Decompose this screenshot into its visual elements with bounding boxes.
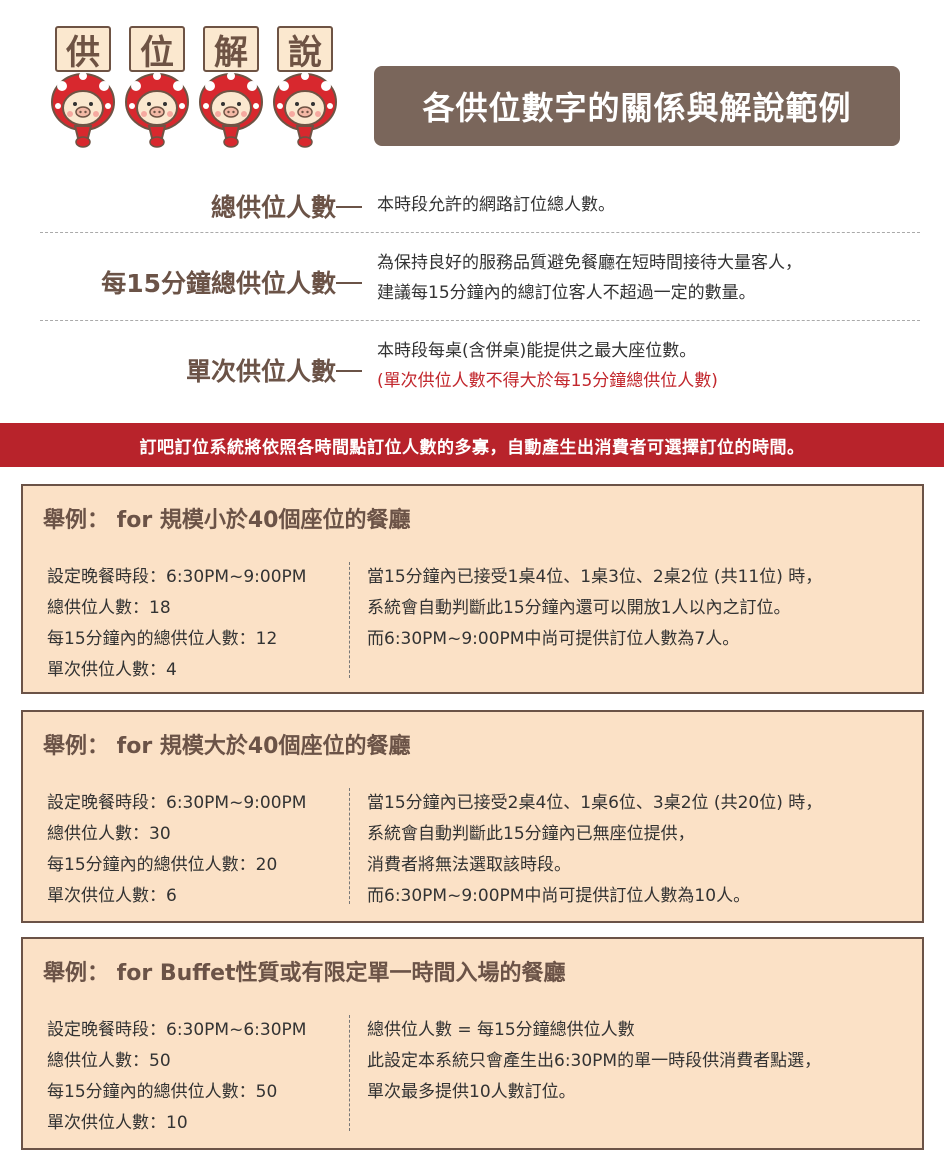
mascot-group: 供 位	[50, 26, 350, 156]
setting-line: 設定晚餐時段：6:30PM~9:00PM	[47, 567, 307, 587]
mushroom-pig-icon	[199, 72, 263, 148]
example-explanation: 當15分鐘內已接受2桌4位、1桌6位、3桌2位 (共20位) 時， 系統會自動判…	[367, 788, 822, 912]
definition-text: 本時段允許的網路訂位總人數。	[377, 190, 615, 220]
explanation-line: 單次最多提供10人數訂位。	[367, 1082, 576, 1102]
definition-line: 本時段每桌(含併桌)能提供之最大座位數。	[377, 341, 697, 361]
definition-row: 每15分鐘總供位人數 為保持良好的服務品質避免餐廳在短時間接待大量客人， 建議每…	[40, 248, 920, 308]
mascot: 解	[198, 26, 264, 151]
explanation-line: 消費者將無法選取該時段。	[367, 855, 571, 875]
divider	[40, 320, 920, 321]
explanation-line: 而6:30PM~9:00PM中尚可提供訂位人數為7人。	[367, 629, 740, 649]
definition-dash	[336, 282, 362, 284]
explanation-line: 總供位人數 = 每15分鐘總供位人數	[367, 1020, 635, 1040]
definition-text: 為保持良好的服務品質避免餐廳在短時間接待大量客人， 建議每15分鐘內的總訂位客人…	[377, 248, 802, 308]
mascot-sign: 位	[129, 26, 185, 73]
definition-line: 為保持良好的服務品質避免餐廳在短時間接待大量客人，	[377, 253, 802, 273]
definition-line: 本時段允許的網路訂位總人數。	[377, 195, 615, 215]
mascot-sign: 解	[203, 26, 259, 73]
setting-line: 單次供位人數：10	[47, 1113, 188, 1133]
example-settings: 設定晚餐時段：6:30PM~9:00PM 總供位人數：30 每15分鐘內的總供位…	[47, 788, 306, 912]
setting-line: 單次供位人數：4	[47, 660, 177, 680]
example-box: 舉例： for 規模小於40個座位的餐廳 設定晚餐時段：6:30PM~9:00P…	[21, 484, 924, 694]
explanation-line: 此設定本系統只會產生出6:30PM的單一時段供消費者點選，	[367, 1051, 822, 1071]
mascot: 供	[50, 26, 116, 151]
definition-dash	[336, 206, 362, 208]
example-box: 舉例： for Buffet性質或有限定單一時間入場的餐廳 設定晚餐時段：6:3…	[21, 937, 924, 1150]
mushroom-pig-icon	[125, 72, 189, 148]
explanation-line: 而6:30PM~9:00PM中尚可提供訂位人數為10人。	[367, 886, 751, 906]
mushroom-pig-icon	[51, 72, 115, 148]
setting-line: 總供位人數：50	[47, 1051, 171, 1071]
explanation-line: 當15分鐘內已接受2桌4位、1桌6位、3桌2位 (共20位) 時，	[367, 793, 823, 813]
example-explanation: 總供位人數 = 每15分鐘總供位人數 此設定本系統只會產生出6:30PM的單一時…	[367, 1015, 821, 1108]
setting-line: 總供位人數：30	[47, 824, 171, 844]
example-title: 舉例： for 規模小於40個座位的餐廳	[43, 508, 411, 533]
definition-term: 總供位人數	[210, 193, 336, 222]
definition-line: 建議每15分鐘內的總訂位客人不超過一定的數量。	[377, 283, 756, 303]
definition-dash	[336, 370, 362, 372]
info-banner: 訂吧訂位系統將依照各時間點訂位人數的多寡，自動產生出消費者可選擇訂位的時間。	[0, 423, 944, 467]
mushroom-pig-icon	[273, 72, 337, 148]
mascot: 說	[272, 26, 338, 151]
explanation-line: 當15分鐘內已接受1桌4位、1桌3位、2桌2位 (共11位) 時，	[367, 567, 823, 587]
example-settings: 設定晚餐時段：6:30PM~9:00PM 總供位人數：18 每15分鐘內的總供位…	[47, 562, 306, 686]
definition-term: 每15分鐘總供位人數	[101, 269, 336, 298]
explanation-line: 系統會自動判斷此15分鐘內已無座位提供，	[367, 824, 695, 844]
divider	[40, 232, 920, 233]
setting-line: 每15分鐘內的總供位人數：12	[47, 629, 278, 649]
mascot: 位	[124, 26, 190, 151]
definition-row: 單次供位人數 本時段每桌(含併桌)能提供之最大座位數。 (單次供位人數不得大於每…	[40, 336, 920, 396]
definition-note: (單次供位人數不得大於每15分鐘總供位人數)	[377, 371, 718, 391]
example-settings: 設定晚餐時段：6:30PM~6:30PM 總供位人數：50 每15分鐘內的總供位…	[47, 1015, 306, 1139]
setting-line: 每15分鐘內的總供位人數：50	[47, 1082, 278, 1102]
setting-line: 單次供位人數：6	[47, 886, 177, 906]
vertical-divider	[349, 788, 350, 904]
example-title: 舉例： for Buffet性質或有限定單一時間入場的餐廳	[43, 961, 566, 986]
example-explanation: 當15分鐘內已接受1桌4位、1桌3位、2桌2位 (共11位) 時， 系統會自動判…	[367, 562, 822, 655]
example-box: 舉例： for 規模大於40個座位的餐廳 設定晚餐時段：6:30PM~9:00P…	[21, 710, 924, 923]
mascot-sign: 供	[55, 26, 111, 73]
explanation-line: 系統會自動判斷此15分鐘內還可以開放1人以內之訂位。	[367, 598, 791, 618]
page-title: 各供位數字的關係與解說範例	[374, 66, 900, 146]
definition-term: 單次供位人數	[185, 357, 336, 386]
header: 供 位	[0, 0, 944, 170]
setting-line: 總供位人數：18	[47, 598, 171, 618]
setting-line: 設定晚餐時段：6:30PM~9:00PM	[47, 793, 307, 813]
setting-line: 設定晚餐時段：6:30PM~6:30PM	[47, 1020, 307, 1040]
mascot-sign: 說	[277, 26, 333, 73]
vertical-divider	[349, 1015, 350, 1131]
setting-line: 每15分鐘內的總供位人數：20	[47, 855, 278, 875]
definition-text: 本時段每桌(含併桌)能提供之最大座位數。 (單次供位人數不得大於每15分鐘總供位…	[377, 336, 718, 396]
vertical-divider	[349, 562, 350, 678]
definition-row: 總供位人數 本時段允許的網路訂位總人數。	[40, 186, 920, 226]
example-title: 舉例： for 規模大於40個座位的餐廳	[43, 734, 411, 759]
